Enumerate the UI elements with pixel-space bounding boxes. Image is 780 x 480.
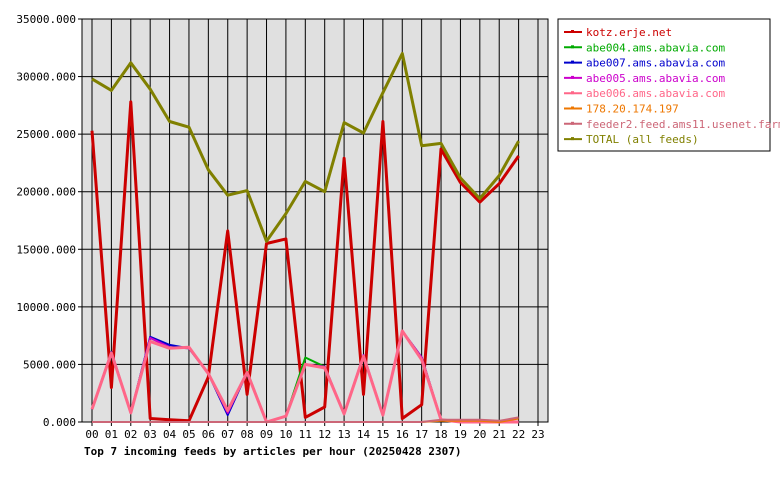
series-lines xyxy=(90,52,520,424)
x-tick-label: 07 xyxy=(221,428,234,441)
legend: kotz.erje.net abe004.ams.abavia.com abe007… xyxy=(557,18,780,152)
legend-entry: abe004.ams.abavia.com xyxy=(586,41,725,54)
legend-entry: abe006.ams.abavia.com xyxy=(586,87,725,100)
x-tick-label: 08 xyxy=(241,428,254,441)
grid-lines xyxy=(82,18,548,423)
x-tick-label: 00 xyxy=(85,428,98,441)
x-axis-ticks: 00 01 02 03 04 05 06 07 08 09 10 11 12 13 14 15 16 17 18 19… xyxy=(85,422,545,441)
legend-entry: abe005.ams.abavia.com xyxy=(586,72,725,85)
x-tick-label: 04 xyxy=(163,428,177,441)
legend-marker xyxy=(571,137,574,141)
legend-entry: kotz.erje.net xyxy=(586,26,672,39)
y-axis-ticks: 0.000 5000.000 10000.000 15000.000 20000.000… xyxy=(16,13,82,429)
series-line-0 xyxy=(90,100,520,423)
x-tick-label: 14 xyxy=(357,428,371,441)
x-tick-label: 03 xyxy=(144,428,157,441)
x-tick-label: 22 xyxy=(512,428,525,441)
x-tick-label: 10 xyxy=(279,428,292,441)
x-tick-label: 20 xyxy=(473,428,486,441)
legend-marker xyxy=(571,121,574,125)
series-line-6 xyxy=(92,416,519,423)
y-tick-label: 35000.000 xyxy=(16,13,76,26)
x-tick-label: 19 xyxy=(454,428,467,441)
legend-entry: 178.20.174.197 xyxy=(586,103,679,116)
legend-marker xyxy=(571,91,574,95)
x-tick-label: 17 xyxy=(415,428,428,441)
x-tick-label: 18 xyxy=(434,428,447,441)
series-line-7 xyxy=(91,52,520,243)
x-tick-label: 13 xyxy=(337,428,350,441)
legend-marker xyxy=(571,106,574,110)
y-tick-label: 30000.000 xyxy=(16,71,76,84)
x-tick-label: 23 xyxy=(531,428,544,441)
legend-marker xyxy=(571,60,574,64)
y-tick-label: 0.000 xyxy=(43,416,76,429)
legend-box xyxy=(557,18,771,152)
legend-entry: feeder2.feed.ams11.usenet.farm xyxy=(586,118,780,131)
x-tick-label: 01 xyxy=(105,428,118,441)
x-tick-label: 16 xyxy=(396,428,409,441)
x-tick-label: 05 xyxy=(182,428,195,441)
x-tick-label: 21 xyxy=(493,428,506,441)
x-tick-label: 06 xyxy=(202,428,215,441)
x-tick-label: 15 xyxy=(376,428,389,441)
legend-marker xyxy=(571,45,574,49)
x-tick-label: 12 xyxy=(318,428,331,441)
legend-entry: TOTAL (all feeds) xyxy=(586,133,699,146)
legend-marker xyxy=(571,30,574,33)
legend-entry: abe007.ams.abavia.com xyxy=(586,57,725,70)
y-tick-label: 15000.000 xyxy=(16,243,76,256)
x-tick-label: 09 xyxy=(260,428,273,441)
y-tick-label: 5000.000 xyxy=(23,358,76,371)
chart-title: Top 7 incoming feeds by articles per hou… xyxy=(84,445,462,458)
y-tick-label: 25000.000 xyxy=(16,128,76,141)
x-tick-label: 11 xyxy=(299,428,312,441)
x-tick-label: 02 xyxy=(124,428,137,441)
y-tick-label: 10000.000 xyxy=(16,301,76,314)
legend-marker xyxy=(571,75,574,79)
y-tick-label: 20000.000 xyxy=(16,186,76,199)
plot-area xyxy=(81,18,549,423)
